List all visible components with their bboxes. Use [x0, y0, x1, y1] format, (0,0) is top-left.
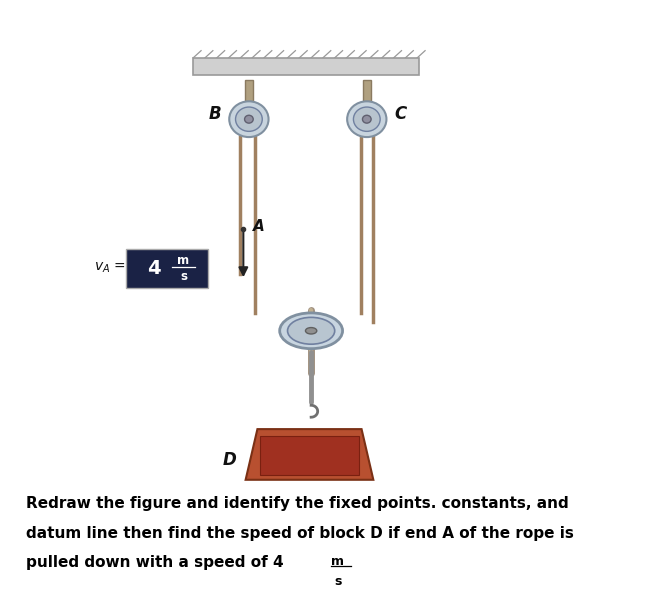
Text: pulled down with a speed of 4: pulled down with a speed of 4 — [26, 555, 284, 570]
Text: s: s — [180, 270, 187, 283]
Polygon shape — [246, 429, 373, 480]
Text: D: D — [223, 451, 236, 468]
FancyBboxPatch shape — [245, 80, 253, 101]
FancyBboxPatch shape — [193, 58, 419, 74]
Circle shape — [354, 107, 380, 131]
Text: Redraw the figure and identify the fixed points. constants, and: Redraw the figure and identify the fixed… — [26, 496, 569, 511]
Text: 4: 4 — [147, 259, 160, 278]
Text: C: C — [395, 105, 407, 123]
FancyBboxPatch shape — [363, 80, 371, 101]
Text: m: m — [178, 254, 189, 267]
Ellipse shape — [288, 317, 335, 344]
Circle shape — [347, 101, 386, 137]
Circle shape — [362, 115, 371, 123]
Text: $v_A$ =: $v_A$ = — [94, 261, 126, 275]
Text: A: A — [253, 219, 265, 234]
Text: s: s — [335, 575, 342, 588]
Text: B: B — [208, 105, 221, 123]
Circle shape — [229, 101, 269, 137]
Text: m: m — [331, 555, 345, 569]
FancyBboxPatch shape — [260, 436, 359, 475]
Circle shape — [236, 107, 262, 131]
Text: datum line then find the speed of block D if end A of the rope is: datum line then find the speed of block … — [26, 526, 574, 541]
Circle shape — [244, 115, 253, 123]
FancyBboxPatch shape — [126, 249, 208, 287]
Ellipse shape — [305, 328, 317, 334]
Ellipse shape — [280, 313, 343, 349]
